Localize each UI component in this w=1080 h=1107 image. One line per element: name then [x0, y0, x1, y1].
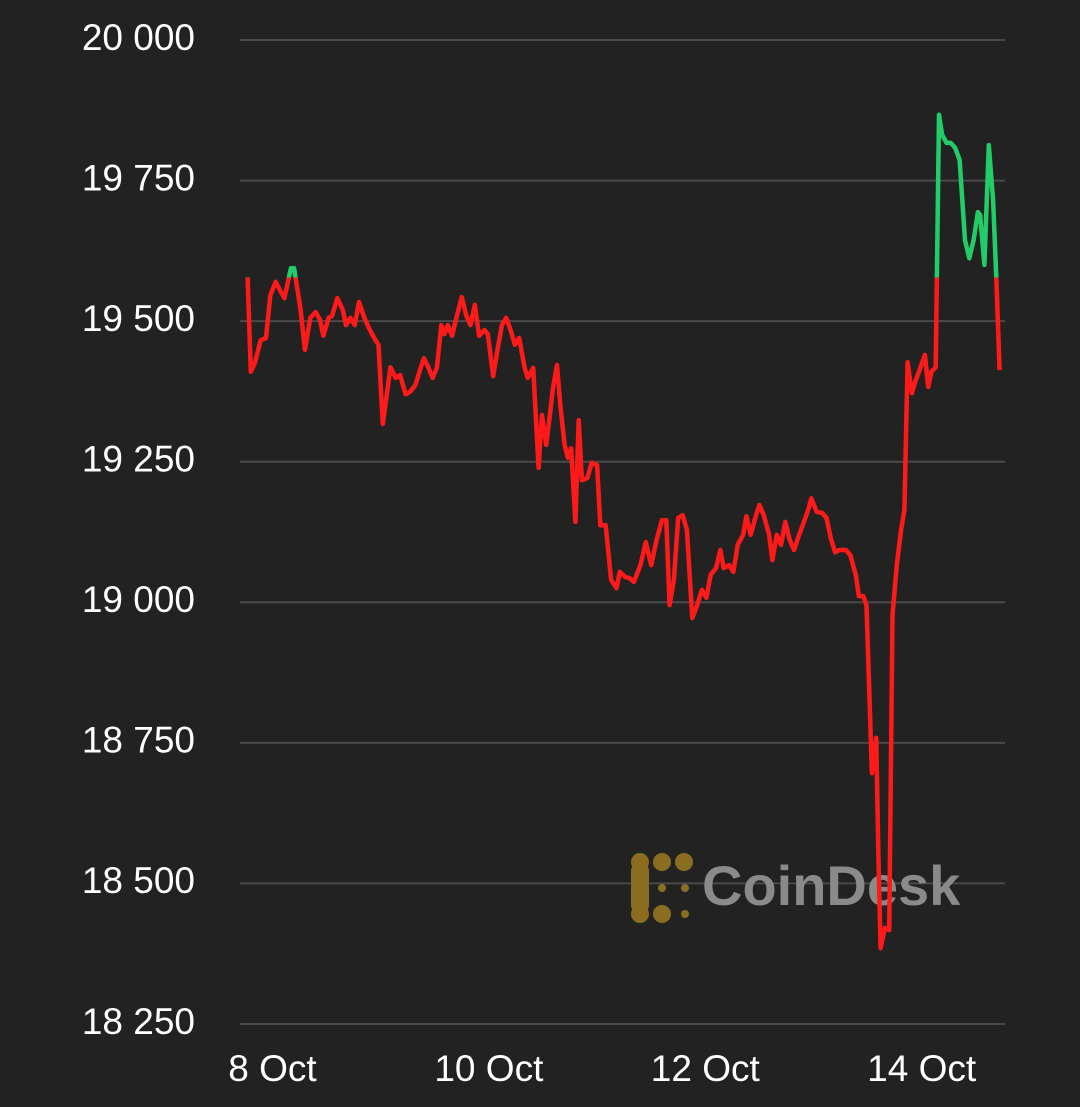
y-tick-label: 19 250 [82, 438, 195, 479]
y-tick-label: 20 000 [82, 17, 195, 58]
y-tick-label: 19 500 [82, 298, 195, 339]
y-tick-label: 18 500 [82, 860, 195, 901]
watermark: CoinDesk [631, 853, 961, 923]
price-line [245, 112, 1002, 951]
y-tick-label: 18 250 [82, 1001, 195, 1042]
y-tick-label: 18 750 [82, 720, 195, 761]
y-tick-label: 19 000 [82, 579, 195, 620]
x-tick-label: 10 Oct [434, 1048, 544, 1089]
watermark-text: CoinDesk [702, 854, 961, 917]
x-tick-label: 8 Oct [228, 1048, 317, 1089]
x-tick-label: 12 Oct [651, 1048, 761, 1089]
x-tick-label: 14 Oct [867, 1048, 977, 1089]
y-tick-label: 19 750 [82, 157, 195, 198]
